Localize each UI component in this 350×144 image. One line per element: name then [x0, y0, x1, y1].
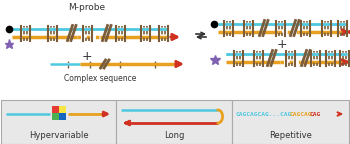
Text: CAG: CAG	[310, 111, 321, 116]
Text: Repetitive: Repetitive	[269, 131, 312, 140]
Text: M-probe: M-probe	[69, 3, 106, 12]
Bar	[1, 100, 116, 144]
Bar	[59, 106, 66, 113]
Text: CAGCAG: CAGCAG	[289, 111, 312, 116]
Bar	[116, 100, 232, 144]
Bar	[59, 113, 66, 120]
Bar	[52, 113, 59, 120]
Text: Long: Long	[164, 131, 184, 140]
Bar	[52, 106, 59, 113]
Text: +: +	[82, 50, 92, 62]
Bar	[232, 100, 349, 144]
Text: Hypervariable: Hypervariable	[29, 131, 88, 140]
Text: Complex sequence: Complex sequence	[64, 74, 136, 83]
Text: CAGCAGCAG...CAG: CAGCAGCAG...CAG	[236, 111, 292, 116]
Text: +: +	[277, 37, 287, 51]
